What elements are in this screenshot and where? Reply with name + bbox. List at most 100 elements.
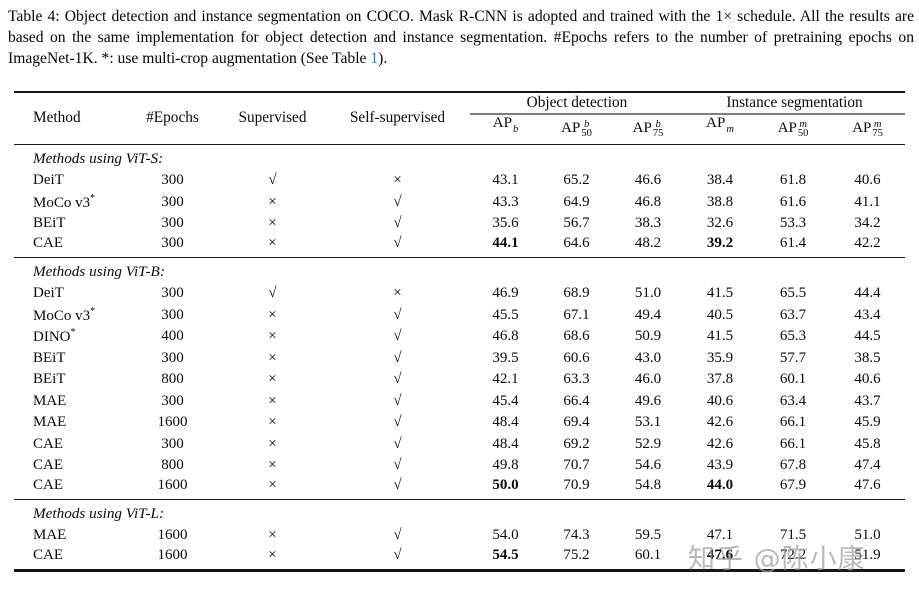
value-cell: 70.7 <box>563 457 590 474</box>
value-cell: 42.6 <box>706 435 734 452</box>
self-supervised-cell: √ <box>325 477 470 500</box>
col-ap50-b: AP b 50 <box>561 118 592 140</box>
method-cell: DeiT <box>33 285 64 302</box>
value-cell: 40.6 <box>706 392 734 409</box>
method-cell: MAE <box>33 414 67 431</box>
value-cell: 60.6 <box>563 349 590 366</box>
col-ap50-m: AP m 50 <box>777 118 809 140</box>
value-cell: 43.0 <box>634 349 662 366</box>
checkmark-icon: √ <box>393 457 402 474</box>
value-cell: 52.9 <box>634 435 662 452</box>
table-row: MoCo v3* 300 × √ 43.3 64.9 46.8 38.8 61.6 41.1 <box>14 192 905 214</box>
value-cell: 75.2 <box>563 546 590 563</box>
self-supervised-cell: √ <box>325 434 470 456</box>
method-cell: CAE <box>33 234 63 251</box>
checkmark-icon: √ <box>393 435 402 452</box>
checkmark-icon: √ <box>393 546 402 563</box>
value-cell: 44.5 <box>854 328 881 345</box>
value-cell: 60.1 <box>634 546 662 563</box>
group-header-row: Method #Epochs Supervised Self-supervise… <box>14 92 906 126</box>
value-cell: 42.1 <box>492 371 519 388</box>
cross-icon: × <box>268 371 277 388</box>
value-cell: 68.6 <box>563 328 590 345</box>
table-row: CAE 1600 × √ 50.0 70.9 54.8 44.0 67.9 47.6 <box>14 477 905 500</box>
value-cell: 44.1 <box>492 234 519 251</box>
self-supervised-cell: × <box>325 283 470 305</box>
method-cell: CAE <box>33 546 63 563</box>
section-title-row: Methods using ViT-B: <box>14 257 905 283</box>
supervised-cell: × <box>220 326 325 348</box>
epochs-cell: 300 <box>161 392 184 409</box>
supervised-cell: × <box>220 391 325 413</box>
value-cell: 43.1 <box>492 172 519 189</box>
value-cell: 45.4 <box>492 392 519 409</box>
checkmark-icon: √ <box>268 285 277 302</box>
epochs-cell: 1600 <box>157 476 188 493</box>
value-cell: 48.4 <box>492 414 519 431</box>
col-epochs: #Epochs <box>146 109 199 127</box>
self-supervised-cell: √ <box>325 391 470 413</box>
value-cell: 54.5 <box>492 546 519 563</box>
value-cell: 51.0 <box>854 527 881 544</box>
supervised-cell: × <box>220 369 325 391</box>
value-cell: 38.3 <box>634 215 662 232</box>
method-cell: BEiT <box>33 371 66 388</box>
section-title: Methods using ViT-L: <box>33 504 165 522</box>
cross-icon: × <box>268 527 277 544</box>
supervised-cell: × <box>220 477 325 500</box>
section-title-row: Methods using ViT-L: <box>14 499 905 525</box>
epochs-cell: 1600 <box>157 546 188 563</box>
col-ap75-b: AP b 75 <box>632 118 664 140</box>
section-title: Methods using ViT-B: <box>33 262 165 280</box>
asterisk-marker: * <box>90 192 96 204</box>
value-cell: 41.5 <box>706 285 734 302</box>
value-cell: 66.1 <box>779 414 807 431</box>
col-ap-m: AP m <box>706 115 734 135</box>
table-1-link[interactable]: 1 <box>370 50 379 67</box>
group-object-detection: Object detection <box>470 92 685 115</box>
value-cell: 54.0 <box>492 527 519 544</box>
supervised-cell: × <box>220 235 325 258</box>
method-cell: BEiT <box>33 349 66 366</box>
epochs-cell: 300 <box>161 349 184 366</box>
value-cell: 38.8 <box>706 193 734 210</box>
self-supervised-cell: √ <box>325 235 470 258</box>
table-row: BEiT 300 × √ 39.5 60.6 43.0 35.9 57.7 38.5 <box>14 348 905 370</box>
checkmark-icon: √ <box>393 371 402 388</box>
checkmark-icon: √ <box>393 527 402 544</box>
col-self-supervised: Self-supervised <box>349 109 446 127</box>
value-cell: 39.5 <box>492 349 519 366</box>
table-row: CAE 800 × √ 49.8 70.7 54.6 43.9 67.8 47.4 <box>14 455 905 477</box>
self-supervised-cell: √ <box>325 547 470 571</box>
value-cell: 37.8 <box>706 371 734 388</box>
method-cell: MAE <box>33 392 67 409</box>
method-cell: BEiT <box>33 215 66 232</box>
value-cell: 45.8 <box>854 435 881 452</box>
value-cell: 50.0 <box>492 476 519 493</box>
method-cell: MoCo v3* <box>33 305 96 324</box>
value-cell: 74.3 <box>563 527 590 544</box>
value-cell: 47.1 <box>706 527 734 544</box>
table-row: CAE 300 × √ 48.4 69.2 52.9 42.6 66.1 45.8 <box>14 434 905 456</box>
method-cell: CAE <box>33 457 63 474</box>
cross-icon: × <box>268 349 277 366</box>
col-supervised: Supervised <box>238 109 307 127</box>
value-cell: 45.5 <box>492 306 519 323</box>
epochs-cell: 1600 <box>157 414 188 431</box>
section-1: Methods using ViT-S: DeiT 300 √ × 43.1 65.2 46.… <box>14 144 906 258</box>
value-cell: 41.5 <box>706 328 734 345</box>
value-cell: 68.9 <box>563 285 590 302</box>
table-row: BEiT 300 × √ 35.6 56.7 38.3 32.6 53.3 34.2 <box>14 213 905 235</box>
value-cell: 67.1 <box>563 306 590 323</box>
table-row: MAE 1600 × √ 54.0 74.3 59.5 47.1 71.5 51.0 <box>14 525 905 547</box>
value-cell: 54.6 <box>634 457 662 474</box>
value-cell: 63.3 <box>563 371 590 388</box>
value-cell: 56.7 <box>563 215 590 232</box>
method-cell: CAE <box>33 476 63 493</box>
value-cell: 43.3 <box>492 193 519 210</box>
value-cell: 69.4 <box>563 414 590 431</box>
table-row: CAE 1600 × √ 54.5 75.2 60.1 47.6 72.2 51.9 <box>14 547 905 571</box>
value-cell: 51.0 <box>634 285 662 302</box>
checkmark-icon: √ <box>393 215 402 232</box>
supervised-cell: × <box>220 412 325 434</box>
